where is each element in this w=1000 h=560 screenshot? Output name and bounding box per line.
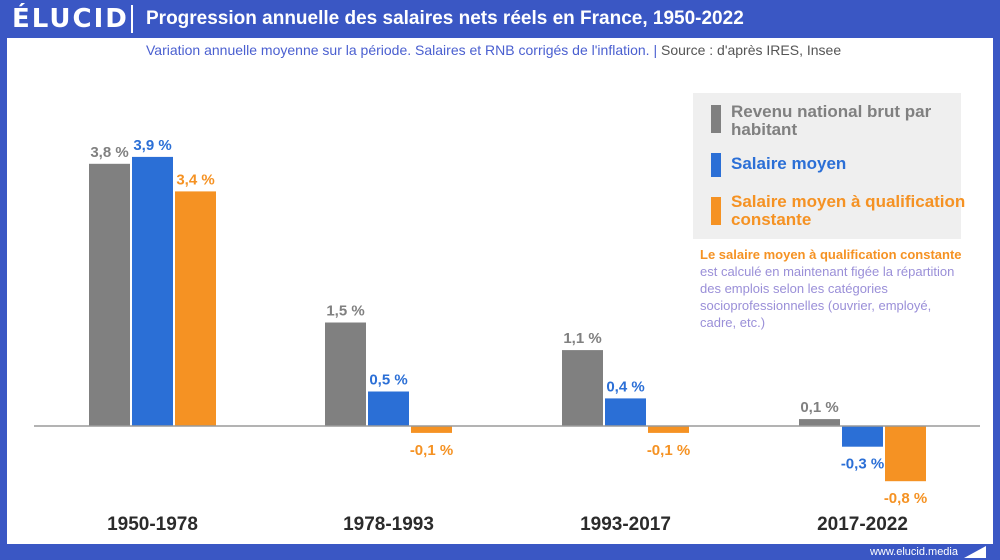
data-label-revenu-national-brut-par-habitant-1993-2017: 1,1 % xyxy=(563,330,601,347)
legend-swatch-rnb xyxy=(711,105,721,133)
x-tick-label-1950-1978: 1950-1978 xyxy=(107,514,198,535)
bar-salaire-moyen-2017-2022 xyxy=(842,426,883,447)
legend-label-qualif: Salaire moyen à qualification constante xyxy=(731,192,966,229)
subtitle-source: Source : d'après IRES, Insee xyxy=(661,42,842,58)
data-label-salaire-moyen-a-qualification-constante-1993-2017: -0,1 % xyxy=(647,442,690,459)
data-label-salaire-moyen-a-qualification-constante-1978-1993: -0,1 % xyxy=(410,442,453,459)
header-bar: ÉLUCID Progression annuelle des salaires… xyxy=(0,0,1000,38)
data-label-salaire-moyen-a-qualification-constante-2017-2022: -0,8 % xyxy=(884,490,927,507)
bar-salaire-moyen-a-qualification-constante-1993-2017 xyxy=(648,426,689,433)
chart-subtitle: Variation annuelle moyenne sur la périod… xyxy=(146,41,841,59)
note-body: est calculé en maintenant figée la répar… xyxy=(700,264,955,330)
bar-revenu-national-brut-par-habitant-1993-2017 xyxy=(562,350,603,426)
flag-icon xyxy=(964,546,986,558)
data-label-salaire-moyen-1950-1978: 3,9 % xyxy=(133,137,171,154)
data-label-salaire-moyen-a-qualification-constante-1950-1978: 3,4 % xyxy=(176,171,214,188)
chart-title: Progression annuelle des salaires nets r… xyxy=(146,8,744,29)
bar-salaire-moyen-1978-1993 xyxy=(368,391,409,426)
methodology-note: Le salaire moyen à qualification constan… xyxy=(700,246,965,331)
x-tick-label-1993-2017: 1993-2017 xyxy=(580,514,671,535)
data-label-revenu-national-brut-par-habitant-1978-1993: 1,5 % xyxy=(326,303,364,320)
bar-salaire-moyen-a-qualification-constante-1950-1978 xyxy=(175,191,216,426)
x-tick-label-2017-2022: 2017-2022 xyxy=(817,514,908,535)
bar-revenu-national-brut-par-habitant-1950-1978 xyxy=(89,163,130,427)
data-label-salaire-moyen-1993-2017: 0,4 % xyxy=(606,378,644,395)
legend-swatch-salaire xyxy=(711,153,721,177)
legend-label-salaire: Salaire moyen xyxy=(731,154,847,173)
data-label-salaire-moyen-1978-1993: 0,5 % xyxy=(369,372,407,389)
subtitle-description: Variation annuelle moyenne sur la périod… xyxy=(146,42,658,58)
bar-salaire-moyen-1993-2017 xyxy=(605,398,646,426)
bar-salaire-moyen-a-qualification-constante-2017-2022 xyxy=(885,426,926,482)
note-highlight: Le salaire moyen à qualification constan… xyxy=(700,247,962,262)
brand-logo[interactable]: ÉLUCID xyxy=(12,4,129,34)
data-label-salaire-moyen-2017-2022: -0,3 % xyxy=(841,456,884,473)
footer-url[interactable]: www.elucid.media xyxy=(869,546,958,558)
footer-bar: www.elucid.media xyxy=(0,544,1000,560)
legend-label-rnb: Revenu national brut par habitant xyxy=(731,102,932,139)
data-label-revenu-national-brut-par-habitant-2017-2022: 0,1 % xyxy=(800,399,838,416)
legend-swatch-qualif xyxy=(711,197,721,225)
legend: Revenu national brut par habitant Salair… xyxy=(693,93,965,239)
bar-salaire-moyen-1950-1978 xyxy=(132,156,173,426)
data-label-revenu-national-brut-par-habitant-1950-1978: 3,8 % xyxy=(90,144,128,161)
bar-revenu-national-brut-par-habitant-1978-1993 xyxy=(325,322,366,426)
bar-salaire-moyen-a-qualification-constante-1978-1993 xyxy=(411,426,452,433)
x-tick-label-1978-1993: 1978-1993 xyxy=(343,514,434,535)
header-divider xyxy=(131,5,133,33)
bar-revenu-national-brut-par-habitant-2017-2022 xyxy=(799,419,840,426)
